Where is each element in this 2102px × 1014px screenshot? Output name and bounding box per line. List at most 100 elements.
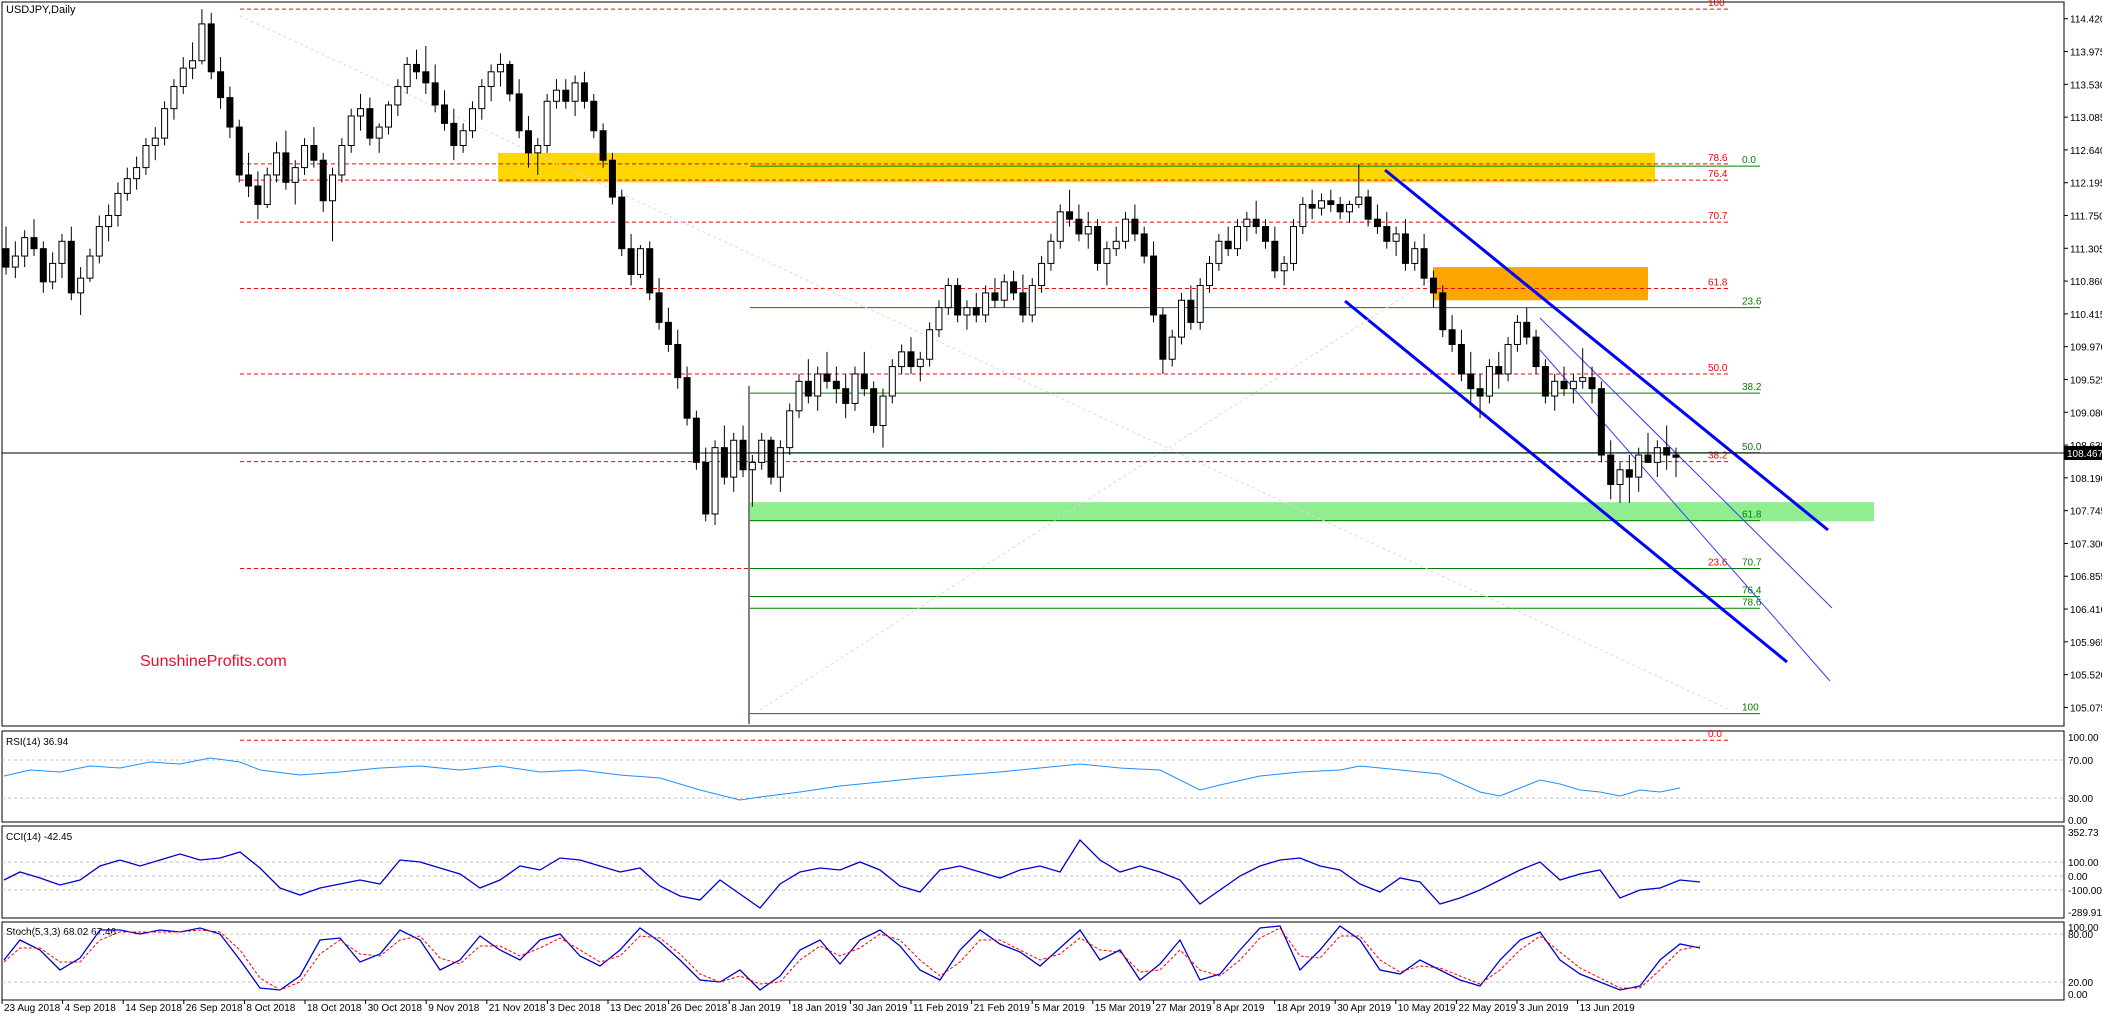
- candle-bearish: [674, 343, 682, 379]
- cci-axis-minus289: -289.91: [2068, 908, 2102, 919]
- faint-trend-1: [239, 15, 1731, 711]
- candle-bullish: [1028, 285, 1036, 316]
- candle-bullish: [552, 89, 560, 102]
- chart-title: USDJPY,Daily: [6, 4, 76, 16]
- candle-bullish: [1485, 366, 1493, 397]
- candle-bullish: [291, 167, 299, 183]
- candle-bullish: [151, 137, 159, 146]
- candle-bearish: [235, 126, 243, 176]
- candle-bullish: [1206, 262, 1214, 287]
- candle-bearish: [1495, 366, 1503, 375]
- date-tick-label: 18 Apr 2019: [1277, 1003, 1331, 1014]
- candle-bearish: [254, 185, 262, 205]
- candle-bullish: [543, 100, 551, 146]
- candle-bearish: [310, 144, 318, 161]
- candle-bullish: [1392, 233, 1400, 242]
- candle-bullish: [496, 63, 504, 73]
- price-tick-label: 111.750: [2070, 212, 2102, 223]
- candle-bearish: [562, 89, 570, 102]
- candle-bullish: [11, 255, 19, 268]
- candle-bearish: [580, 82, 588, 102]
- fib-red-label: 0.0: [1708, 729, 1722, 740]
- candle-bullish: [1178, 299, 1186, 338]
- date-tick-label: 8 Oct 2018: [246, 1003, 295, 1014]
- candle-bullish: [1289, 226, 1297, 264]
- candle-bearish: [217, 71, 225, 99]
- candle-bearish: [515, 93, 523, 132]
- channel-mid-line-2: [1539, 349, 1831, 682]
- candle-bullish: [123, 178, 131, 194]
- candle-bearish: [720, 447, 728, 478]
- date-tick-label: 18 Oct 2018: [307, 1003, 362, 1014]
- candle-bullish: [189, 60, 197, 69]
- date-tick-label: 30 Oct 2018: [368, 1003, 423, 1014]
- candle-bullish: [133, 167, 141, 180]
- stoch-axis-0: 0.00: [2068, 990, 2088, 1001]
- candle-bullish: [916, 358, 924, 368]
- candle-bullish: [1038, 262, 1046, 287]
- candle-bullish: [1000, 281, 1008, 301]
- cci-panel-frame: [1, 825, 2065, 919]
- price-tick-label: 109.080: [2070, 408, 2102, 419]
- candle-bearish: [2, 248, 10, 268]
- candle-bullish: [347, 115, 355, 146]
- candle-bullish: [357, 108, 365, 117]
- fib-red-label: 70.7: [1708, 211, 1728, 222]
- date-tick-label: 22 May 2019: [1458, 1003, 1516, 1014]
- date-tick-label: 4 Sep 2018: [65, 1003, 117, 1014]
- candle-bearish: [823, 373, 831, 382]
- channel-mid-line-1: [1539, 317, 1833, 609]
- price-tick-label: 109.970: [2070, 343, 2102, 354]
- candle-bullish: [851, 373, 859, 404]
- zone-support-green: [750, 502, 1874, 522]
- stoch-panel: Stoch(5,3,3) 68.02 67.46 100.00 80.00 20…: [2, 923, 2099, 1001]
- candle-bullish: [1513, 321, 1521, 345]
- date-tick-label: 30 Jan 2019: [852, 1003, 907, 1014]
- fib-red-label: 78.6: [1708, 153, 1728, 164]
- date-tick-label: 3 Jun 2019: [1519, 1003, 1569, 1014]
- candle-bearish: [1271, 240, 1279, 272]
- candle-bullish: [795, 380, 803, 412]
- candle-bullish: [1355, 196, 1363, 205]
- candle-bullish: [534, 144, 542, 154]
- date-tick-label: 8 Apr 2019: [1216, 1003, 1265, 1014]
- candle-bearish: [804, 380, 812, 397]
- fib-green-label: 61.8: [1742, 510, 1762, 521]
- candle-bearish: [608, 159, 616, 198]
- candle-bullish: [748, 461, 756, 471]
- candle-bearish: [1364, 196, 1372, 220]
- date-tick-label: 26 Dec 2018: [671, 1003, 728, 1014]
- candle-bearish: [954, 285, 962, 316]
- candle-bullish: [730, 439, 738, 478]
- price-tick-label: 112.195: [2070, 179, 2102, 190]
- candle-bearish: [1224, 240, 1232, 250]
- cci-axis-minus100: -100.00: [2068, 886, 2102, 897]
- current-price-tag: [2064, 446, 2102, 460]
- date-tick-label: 14 Sep 2018: [125, 1003, 182, 1014]
- date-tick-label: 13 Jun 2019: [1580, 1003, 1635, 1014]
- candle-bearish: [1094, 226, 1102, 264]
- candle-bullish: [1345, 203, 1353, 213]
- channel-lower-line: [1344, 299, 1788, 664]
- date-tick-label: 23 Aug 2018: [4, 1003, 61, 1014]
- candle-bearish: [739, 439, 747, 471]
- fib-green-label: 70.7: [1742, 558, 1762, 569]
- candle-bearish: [1131, 218, 1139, 235]
- candle-bearish: [599, 130, 607, 161]
- candle-bullish: [1168, 336, 1176, 360]
- candle-bullish: [1122, 218, 1130, 242]
- candle-bearish: [431, 82, 439, 106]
- date-tick-label: 5 Mar 2019: [1034, 1003, 1085, 1014]
- fib-red-label: 23.6: [1708, 558, 1728, 569]
- channel-upper-line: [1384, 168, 1829, 532]
- candle-bearish: [646, 248, 654, 294]
- candle-bullish: [1047, 240, 1055, 264]
- rsi-line: [3, 757, 1681, 801]
- stoch-label: Stoch(5,3,3) 68.02 67.46: [6, 927, 117, 938]
- fib-red-label: 50.0: [1708, 363, 1728, 374]
- candle-bearish: [1541, 366, 1549, 397]
- candle-bullish: [1317, 200, 1325, 209]
- candle-bearish: [1476, 388, 1484, 397]
- candle-bearish: [366, 108, 374, 139]
